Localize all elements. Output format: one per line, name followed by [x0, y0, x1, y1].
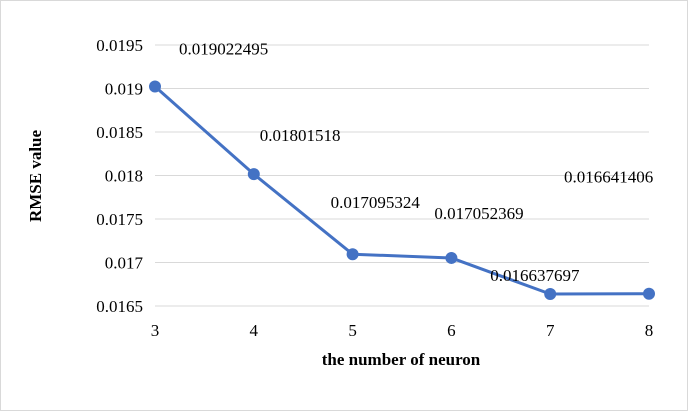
- y-axis-title: RMSE value: [26, 130, 45, 223]
- data-label: 0.017052369: [434, 204, 523, 223]
- data-label: 0.016641406: [564, 168, 653, 187]
- y-tick-label: 0.0175: [96, 210, 143, 229]
- x-tick-label: 7: [546, 321, 555, 340]
- y-axis-ticks: 0.0165 0.017 0.0175 0.018 0.0185 0.019 0.0195: [96, 36, 143, 316]
- y-tick-label: 0.0195: [96, 36, 143, 55]
- x-axis-ticks: 3 4 5 6 7 8: [151, 321, 654, 340]
- y-tick-label: 0.019: [105, 80, 143, 99]
- data-point: [643, 287, 655, 300]
- x-axis-title: the number of neuron: [322, 350, 481, 369]
- x-tick-label: 3: [151, 321, 160, 340]
- data-labels: 0.019022495 0.01801518 0.017095324 0.017052…: [179, 40, 653, 285]
- y-tick-label: 0.018: [105, 167, 143, 186]
- data-point: [544, 288, 557, 301]
- x-tick-label: 5: [348, 321, 357, 340]
- x-tick-label: 4: [250, 321, 259, 340]
- data-points: [149, 80, 655, 301]
- data-point: [346, 248, 359, 261]
- data-label: 0.01801518: [260, 126, 341, 145]
- data-label: 0.017095324: [331, 193, 421, 212]
- data-label: 0.016637697: [490, 266, 580, 285]
- data-point: [247, 168, 260, 181]
- data-label: 0.019022495: [179, 40, 268, 59]
- data-point: [149, 80, 161, 93]
- x-tick-label: 6: [447, 321, 456, 340]
- data-point: [445, 251, 458, 264]
- series-line: [154, 85, 650, 296]
- y-tick-label: 0.017: [105, 254, 144, 273]
- x-tick-label: 8: [645, 321, 654, 340]
- y-tick-label: 0.0185: [96, 123, 143, 142]
- gridlines: [155, 44, 649, 307]
- y-tick-label: 0.0165: [96, 297, 143, 316]
